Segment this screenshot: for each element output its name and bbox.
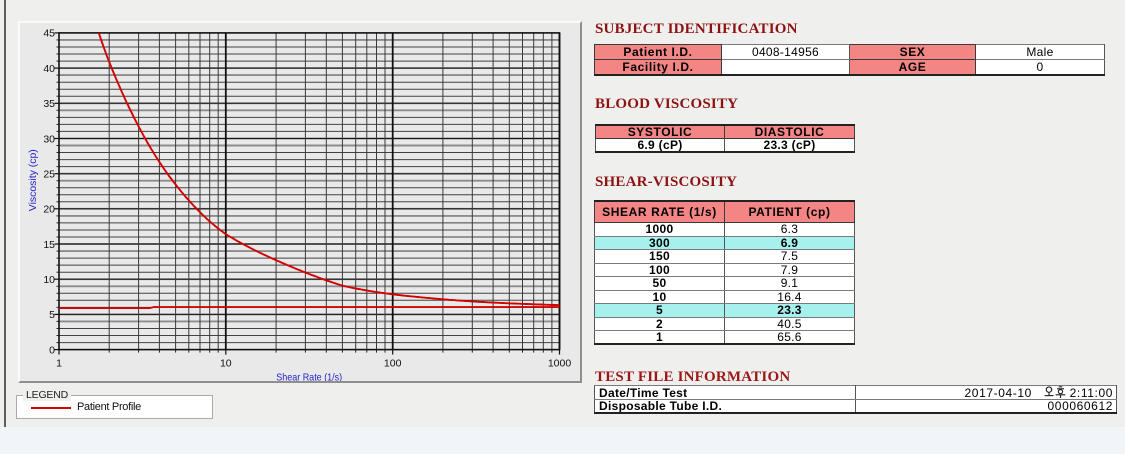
svg-text:100: 100 (384, 358, 402, 370)
svg-text:1000: 1000 (548, 358, 572, 370)
svg-text:20: 20 (43, 204, 55, 216)
svg-text:25: 25 (43, 169, 55, 181)
svg-text:10: 10 (220, 358, 232, 370)
svg-text:10: 10 (43, 274, 55, 286)
svg-text:1: 1 (56, 358, 62, 370)
svg-text:0: 0 (49, 344, 55, 356)
svg-text:Viscosity (cp): Viscosity (cp) (27, 149, 39, 211)
svg-text:35: 35 (43, 98, 55, 110)
svg-text:Shear Rate (1/s): Shear Rate (1/s) (276, 372, 342, 381)
svg-text:30: 30 (43, 133, 55, 145)
svg-text:15: 15 (43, 239, 55, 251)
svg-text:5: 5 (49, 309, 55, 321)
svg-text:45: 45 (43, 28, 55, 40)
svg-text:40: 40 (43, 63, 55, 75)
